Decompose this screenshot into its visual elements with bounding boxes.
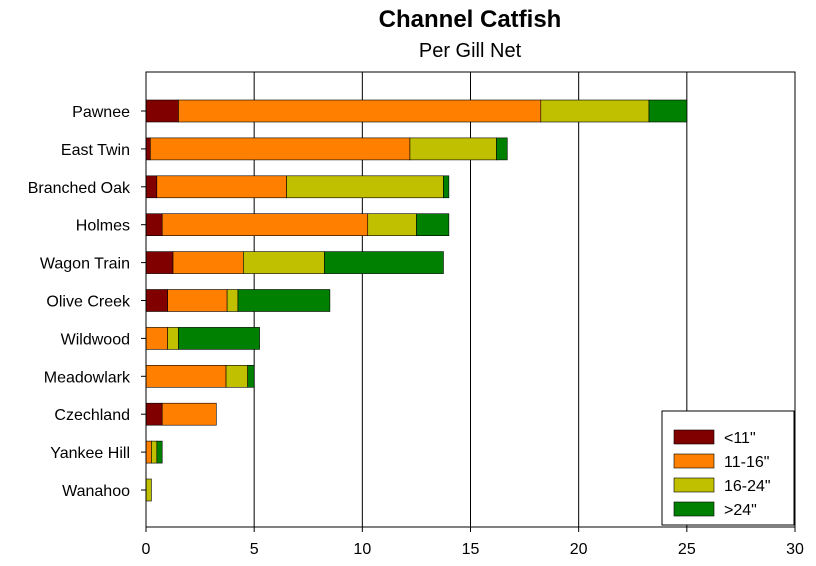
bar-segment <box>648 99 688 123</box>
bar-segment <box>226 289 239 312</box>
legend: <11" 11-16" 16-24" >24" <box>661 410 795 526</box>
legend-swatch <box>673 453 715 469</box>
bar-segment <box>145 137 151 161</box>
x-tick-label: 10 <box>353 541 371 558</box>
bar-segment <box>145 289 168 312</box>
category-label: Pawnee <box>72 104 130 121</box>
chart-title: Channel Catfish <box>378 6 562 33</box>
bar-segment <box>156 175 287 199</box>
bar-segment <box>167 327 179 350</box>
bar-segment <box>367 213 417 236</box>
bar-segment <box>145 402 163 426</box>
category-label: East Twin <box>61 142 130 159</box>
bar-segment <box>161 402 217 426</box>
bar-segment <box>145 213 163 236</box>
category-label: Czechland <box>54 407 130 424</box>
bar-segment <box>409 137 497 161</box>
bar-segment <box>145 440 152 464</box>
legend-swatch <box>673 501 715 517</box>
bar-segment <box>324 251 444 274</box>
category-label: Meadowlark <box>44 369 131 386</box>
bar-segment <box>443 175 450 199</box>
bar-segment <box>496 137 508 161</box>
legend-label: >24" <box>724 502 757 519</box>
x-tick-label: 0 <box>142 541 151 558</box>
category-labels: Pawnee East Twin Branched Oak Holmes Wagon T… <box>28 104 146 500</box>
bar-segment <box>145 327 168 350</box>
category-label: Olive Creek <box>46 294 131 311</box>
category-label: Branched Oak <box>28 180 131 197</box>
category-label: Holmes <box>76 218 130 235</box>
legend-swatch <box>673 429 715 445</box>
chart-subtitle: Per Gill Net <box>418 40 522 62</box>
category-label: Yankee Hill <box>50 445 130 462</box>
bar-segment <box>225 364 248 388</box>
bar-segment <box>161 213 369 236</box>
bar-segment <box>243 251 325 274</box>
category-label: Wildwood <box>61 331 130 348</box>
x-tick-label: 20 <box>570 541 588 558</box>
bar-segment <box>167 289 228 312</box>
x-axis-ticks: 0 5 10 15 20 25 30 <box>142 527 804 558</box>
bar-segment <box>286 175 444 199</box>
bar-segment <box>150 137 411 161</box>
bar-segment <box>178 327 260 350</box>
bar-segment <box>145 99 179 123</box>
bar-segment <box>178 99 542 123</box>
x-tick-label: 25 <box>678 541 696 558</box>
legend-label: 16-24" <box>724 478 771 495</box>
bar-segment <box>145 478 152 502</box>
legend-swatch <box>673 477 715 493</box>
bar-segment <box>237 289 331 312</box>
x-tick-label: 30 <box>786 541 804 558</box>
bar-segment <box>145 175 158 199</box>
bar-segment <box>151 440 158 464</box>
bar-segment <box>172 251 244 274</box>
bar-segment <box>247 364 255 388</box>
bar-segment <box>156 440 163 464</box>
x-tick-label: 5 <box>250 541 259 558</box>
bar-segment <box>145 251 174 274</box>
x-tick-label: 15 <box>462 541 480 558</box>
legend-label: <11" <box>724 430 756 447</box>
bar-segment <box>145 364 227 388</box>
bar-segment <box>540 99 650 123</box>
bar-segment <box>416 213 450 236</box>
category-label: Wanahoo <box>62 483 130 500</box>
category-label: Wagon Train <box>40 256 130 273</box>
bars <box>145 99 688 502</box>
legend-label: 11-16" <box>724 454 769 471</box>
